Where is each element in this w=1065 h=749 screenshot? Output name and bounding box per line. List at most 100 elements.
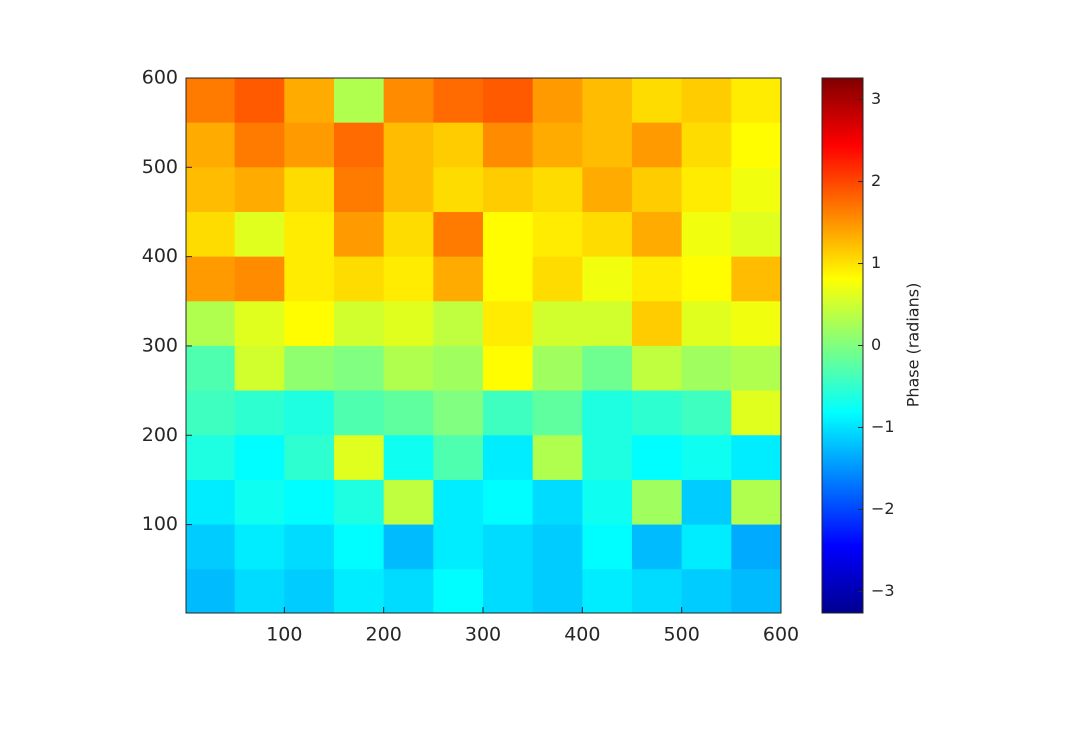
- heatmap-cell: [284, 122, 335, 168]
- heatmap-cell: [632, 345, 683, 392]
- heatmap-cell: [234, 122, 285, 168]
- heatmap-cell: [234, 78, 285, 124]
- heatmap-cell: [532, 435, 583, 481]
- heatmap-cell: [383, 524, 434, 570]
- heatmap-cell: [483, 78, 534, 124]
- heatmap-cell: [532, 390, 583, 436]
- heatmap-cell: [234, 167, 285, 213]
- heatmap-cell: [334, 256, 385, 302]
- heatmap-cell: [284, 301, 335, 347]
- heatmap-cell: [383, 479, 434, 526]
- heatmap-cell: [731, 479, 781, 526]
- heatmap-cell: [433, 167, 484, 213]
- heatmap-cell: [433, 78, 484, 124]
- heatmap-cell: [186, 390, 236, 436]
- heatmap-cell: [731, 167, 781, 213]
- heatmap-cell: [383, 390, 434, 436]
- heatmap-cell: [731, 256, 781, 302]
- heatmap-cell: [532, 524, 583, 570]
- heatmap-cell: [632, 524, 683, 570]
- heatmap-cell: [284, 78, 335, 124]
- heatmap-cell: [383, 435, 434, 481]
- heatmap-cell: [383, 301, 434, 347]
- heatmap-cell: [234, 301, 285, 347]
- heatmap-cell: [483, 211, 534, 258]
- heatmap-cell: [383, 256, 434, 302]
- colorbar-tick-label: −1: [871, 417, 895, 436]
- heatmap-cell: [483, 479, 534, 526]
- heatmap-cell: [433, 569, 484, 613]
- heatmap-cell: [483, 167, 534, 213]
- heatmap-cell: [433, 211, 484, 258]
- heatmap-cell: [483, 390, 534, 436]
- colorbar: [821, 77, 864, 614]
- heatmap-cell: [632, 78, 683, 124]
- heatmap-cell: [681, 301, 732, 347]
- x-tick-label: 300: [465, 624, 501, 646]
- heatmap-cell: [433, 301, 484, 347]
- heatmap-cell: [731, 524, 781, 570]
- heatmap-cell: [731, 301, 781, 347]
- heatmap-cell: [582, 435, 633, 481]
- heatmap-cell: [582, 524, 633, 570]
- heatmap-cell: [334, 390, 385, 436]
- heatmap-cell: [681, 167, 732, 213]
- heatmap-cell: [532, 345, 583, 392]
- heatmap-cell: [186, 122, 236, 168]
- colorbar-tick-label: 3: [871, 89, 881, 108]
- heatmap-cell: [681, 479, 732, 526]
- heatmap-cell: [532, 122, 583, 168]
- heatmap-cell: [334, 301, 385, 347]
- heatmap-cell: [383, 345, 434, 392]
- heatmap-cell: [334, 345, 385, 392]
- heatmap-cell: [483, 122, 534, 168]
- heatmap-cell: [483, 345, 534, 392]
- y-tick-label: 300: [142, 334, 178, 356]
- heatmap-cell: [284, 524, 335, 570]
- heatmap-cell: [731, 569, 781, 613]
- heatmap-cell: [632, 167, 683, 213]
- heatmap-cell: [681, 435, 732, 481]
- heatmap-cell: [681, 524, 732, 570]
- heatmap-cell: [483, 301, 534, 347]
- y-tick-label: 400: [142, 245, 178, 267]
- heatmap-cell: [532, 479, 583, 526]
- heatmap-cell: [731, 211, 781, 258]
- heatmap-cell: [582, 345, 633, 392]
- heatmap-cell: [186, 256, 236, 302]
- heatmap-cell: [582, 301, 633, 347]
- heatmap-cell: [234, 569, 285, 613]
- heatmap-cell: [433, 345, 484, 392]
- heatmap-cell: [383, 569, 434, 613]
- heatmap-cell: [186, 479, 236, 526]
- heatmap-cell: [186, 569, 236, 613]
- heatmap-cell: [284, 479, 335, 526]
- heatmap-cell: [632, 435, 683, 481]
- x-tick-label: 400: [564, 624, 600, 646]
- heatmap-cell: [186, 524, 236, 570]
- heatmap-cell: [234, 345, 285, 392]
- heatmap-cell: [186, 78, 236, 124]
- colorbar-tick-label: −3: [871, 581, 895, 600]
- heatmap-cell: [582, 78, 633, 124]
- heatmap-cell: [681, 78, 732, 124]
- heatmap-cell: [433, 390, 484, 436]
- heatmap-cell: [632, 122, 683, 168]
- heatmap-cell: [582, 256, 633, 302]
- heatmap-cell: [186, 167, 236, 213]
- heatmap-cell: [681, 256, 732, 302]
- y-tick-label: 200: [142, 424, 178, 446]
- heatmap-cell: [234, 435, 285, 481]
- heatmap-cell: [334, 569, 385, 613]
- heatmap-cell: [383, 78, 434, 124]
- heatmap-cell: [234, 211, 285, 258]
- heatmap-cell: [334, 524, 385, 570]
- colorbar-tick-label: 1: [871, 253, 881, 272]
- heatmap-cell: [234, 256, 285, 302]
- colorbar-label: Phase (radians): [904, 283, 923, 408]
- heatmap-cell: [632, 211, 683, 258]
- heatmap-cell: [582, 390, 633, 436]
- heatmap-cell: [383, 211, 434, 258]
- heatmap-cell: [681, 345, 732, 392]
